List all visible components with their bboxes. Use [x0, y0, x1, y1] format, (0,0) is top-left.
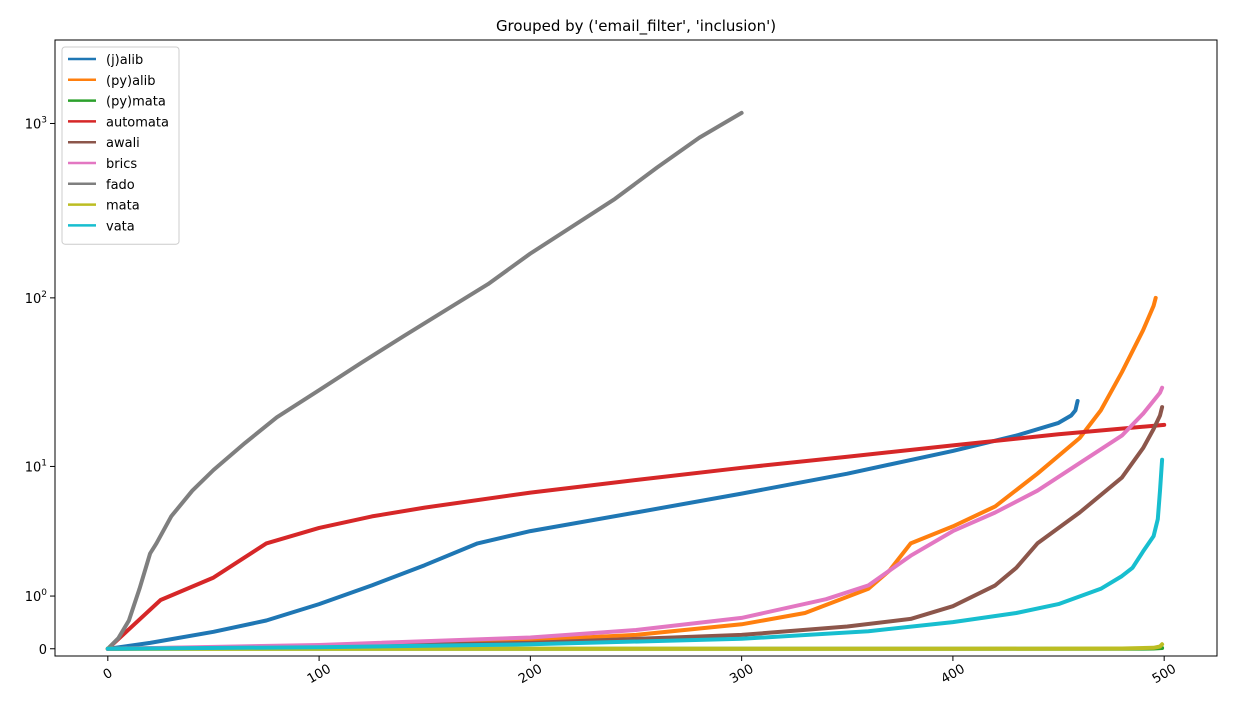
x-axis: 0 100 200 300 400 500	[101, 656, 1179, 687]
legend-label-fado: fado	[106, 178, 135, 193]
y-tick-label: 100	[25, 588, 48, 605]
series-line-(py)alib	[105, 295, 1158, 651]
x-tick-label: 400	[939, 662, 968, 687]
x-tick-label: 300	[727, 662, 756, 687]
series-line-mata	[105, 642, 1165, 651]
y-tick-label: 103	[25, 115, 47, 132]
legend-label-(j)alib: (j)alib	[106, 53, 143, 68]
x-tick-label: 0	[101, 666, 116, 683]
x-tick-label: 500	[1150, 662, 1179, 687]
legend-label-mata: mata	[106, 199, 140, 214]
chart-title: Grouped by ('email_filter', 'inclusion')	[496, 17, 776, 36]
legend-label-(py)mata: (py)mata	[106, 95, 166, 110]
series-line-fado	[105, 110, 744, 651]
plot-frame	[54, 39, 1218, 657]
legend-label-(py)alib: (py)alib	[106, 74, 156, 89]
legend-label-automata: automata	[106, 115, 169, 130]
series-line-awali	[105, 405, 1165, 651]
legend-label-brics: brics	[106, 157, 137, 172]
y-tick-label: 102	[25, 290, 47, 307]
series-line-vata	[105, 457, 1165, 651]
y-tick-label: 101	[25, 458, 47, 475]
series-line-automata	[105, 422, 1167, 651]
legend-label-vata: vata	[106, 219, 135, 234]
y-tick-label: 0	[39, 643, 47, 658]
series-line-(j)alib	[105, 399, 1080, 651]
x-tick-label: 200	[516, 662, 545, 687]
series-line-brics	[105, 385, 1165, 651]
legend-box	[61, 46, 180, 245]
plot-area	[105, 110, 1167, 651]
legend-label-awali: awali	[106, 136, 140, 151]
legend: (j)alib (py)alib (py)mata automata awali bric…	[61, 46, 180, 245]
x-tick-label: 100	[305, 662, 334, 687]
y-axis: 0 100 101 102 103	[25, 115, 55, 658]
